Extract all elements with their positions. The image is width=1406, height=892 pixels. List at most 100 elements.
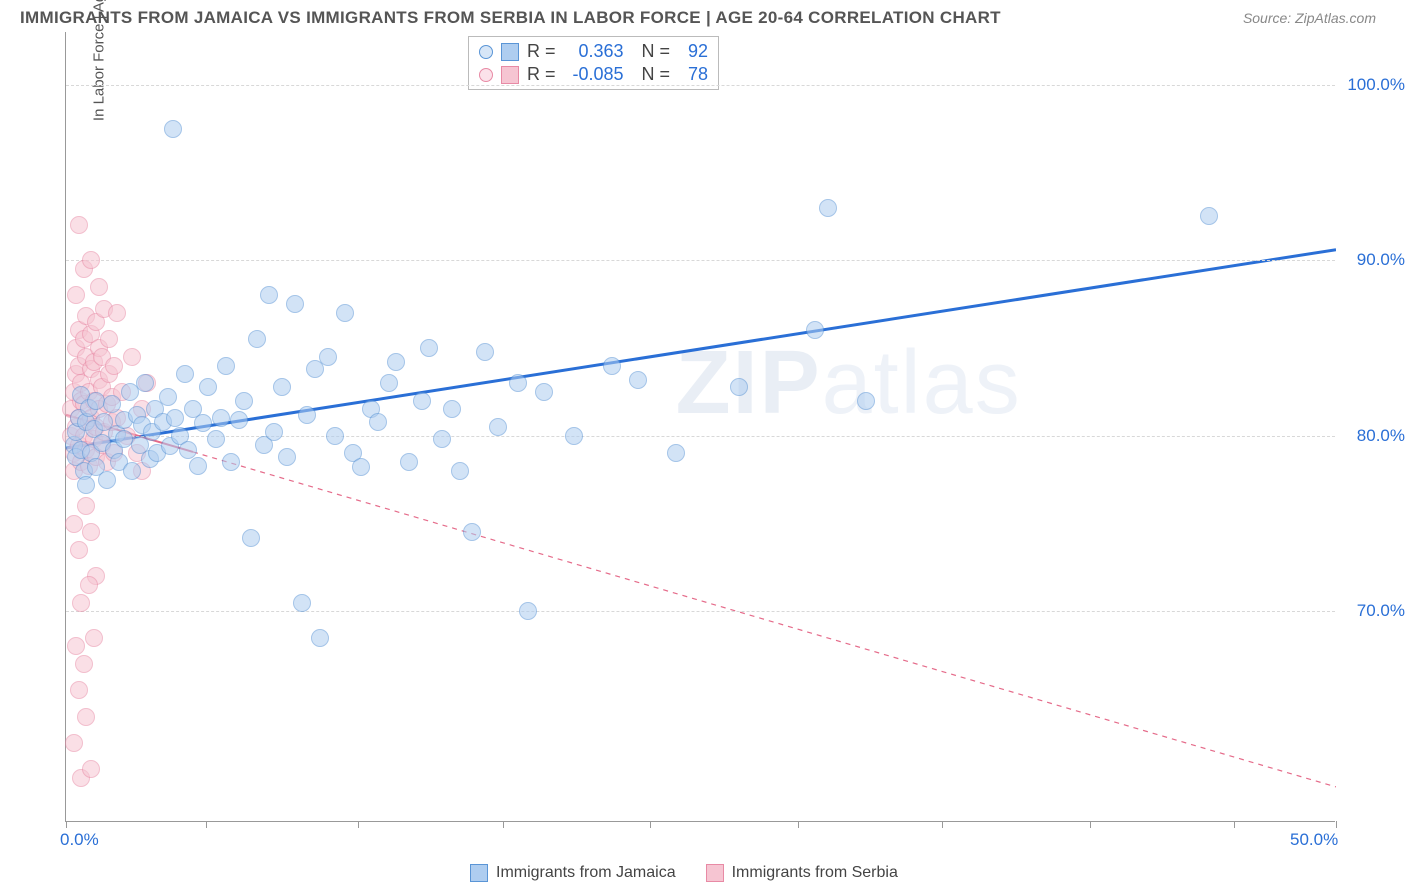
data-point-serbia [65, 515, 83, 533]
data-point-jamaica [819, 199, 837, 217]
data-point-jamaica [730, 378, 748, 396]
data-point-jamaica [476, 343, 494, 361]
y-tick-label: 90.0% [1345, 250, 1405, 270]
data-point-jamaica [433, 430, 451, 448]
data-point-serbia [108, 304, 126, 322]
watermark: ZIPatlas [676, 332, 1022, 435]
data-point-jamaica [387, 353, 405, 371]
y-tick-label: 80.0% [1345, 426, 1405, 446]
legend-swatch-icon [470, 864, 488, 882]
data-point-jamaica [136, 374, 154, 392]
data-point-jamaica [1200, 207, 1218, 225]
data-point-serbia [82, 251, 100, 269]
gridline [66, 85, 1335, 86]
data-point-serbia [67, 286, 85, 304]
legend-swatch-icon [706, 864, 724, 882]
data-point-jamaica [189, 457, 207, 475]
gridline [66, 611, 1335, 612]
chart-header: IMMIGRANTS FROM JAMAICA VS IMMIGRANTS FR… [0, 0, 1406, 32]
series-legend: Immigrants from JamaicaImmigrants from S… [470, 864, 898, 882]
data-point-jamaica [164, 120, 182, 138]
y-tick-label: 70.0% [1345, 601, 1405, 621]
x-tick [1336, 821, 1337, 828]
gridline [66, 260, 1335, 261]
n-value: 78 [678, 64, 708, 85]
data-point-serbia [75, 655, 93, 673]
data-point-jamaica [806, 321, 824, 339]
data-point-jamaica [400, 453, 418, 471]
data-point-serbia [77, 497, 95, 515]
x-tick [1090, 821, 1091, 828]
data-point-serbia [70, 681, 88, 699]
data-point-jamaica [230, 411, 248, 429]
n-label: N = [642, 41, 671, 62]
data-point-jamaica [217, 357, 235, 375]
data-point-jamaica [176, 365, 194, 383]
r-label: R = [527, 64, 556, 85]
legend-marker-icon [479, 45, 493, 59]
legend-label: Immigrants from Jamaica [496, 864, 676, 882]
data-point-jamaica [352, 458, 370, 476]
data-point-jamaica [298, 406, 316, 424]
x-tick [358, 821, 359, 828]
data-point-serbia [70, 216, 88, 234]
data-point-serbia [105, 357, 123, 375]
data-point-jamaica [413, 392, 431, 410]
legend-marker-icon [479, 68, 493, 82]
data-point-jamaica [380, 374, 398, 392]
n-value: 92 [678, 41, 708, 62]
data-point-serbia [70, 541, 88, 559]
data-point-jamaica [222, 453, 240, 471]
data-point-jamaica [242, 529, 260, 547]
data-point-jamaica [311, 629, 329, 647]
data-point-serbia [72, 594, 90, 612]
data-point-serbia [100, 330, 118, 348]
data-point-jamaica [235, 392, 253, 410]
x-tick [798, 821, 799, 828]
stats-row: R = 0.363 N = 92 [479, 41, 708, 62]
x-tick [206, 821, 207, 828]
plot-region: ZIPatlas R =0.363N =92R =-0.085N =78 70.… [65, 32, 1335, 822]
regression-lines [66, 32, 1336, 822]
data-point-jamaica [629, 371, 647, 389]
data-point-serbia [67, 637, 85, 655]
data-point-jamaica [207, 430, 225, 448]
legend-item: Immigrants from Jamaica [470, 864, 676, 882]
data-point-jamaica [194, 414, 212, 432]
data-point-serbia [77, 708, 95, 726]
data-point-jamaica [123, 462, 141, 480]
data-point-jamaica [535, 383, 553, 401]
x-tick [503, 821, 504, 828]
stats-legend: R = 0.363 N = 92 R = -0.085 N = 78 [468, 36, 719, 90]
data-point-jamaica [166, 409, 184, 427]
data-point-serbia [85, 629, 103, 647]
legend-swatch-icon [501, 66, 519, 84]
data-point-jamaica [77, 476, 95, 494]
data-point-jamaica [420, 339, 438, 357]
data-point-jamaica [489, 418, 507, 436]
data-point-serbia [82, 760, 100, 778]
n-label: N = [642, 64, 671, 85]
data-point-serbia [90, 278, 108, 296]
data-point-jamaica [667, 444, 685, 462]
data-point-serbia [80, 576, 98, 594]
data-point-serbia [123, 348, 141, 366]
data-point-jamaica [369, 413, 387, 431]
data-point-jamaica [286, 295, 304, 313]
r-value: -0.085 [564, 64, 624, 85]
data-point-jamaica [199, 378, 217, 396]
legend-swatch-icon [501, 43, 519, 61]
data-point-jamaica [212, 409, 230, 427]
data-point-jamaica [443, 400, 461, 418]
data-point-jamaica [451, 462, 469, 480]
data-point-serbia [82, 523, 100, 541]
data-point-jamaica [319, 348, 337, 366]
data-point-jamaica [519, 602, 537, 620]
x-tick [650, 821, 651, 828]
y-tick-label: 100.0% [1345, 75, 1405, 95]
r-value: 0.363 [564, 41, 624, 62]
data-point-jamaica [603, 357, 621, 375]
r-label: R = [527, 41, 556, 62]
x-tick [66, 821, 67, 828]
gridline [66, 436, 1335, 437]
